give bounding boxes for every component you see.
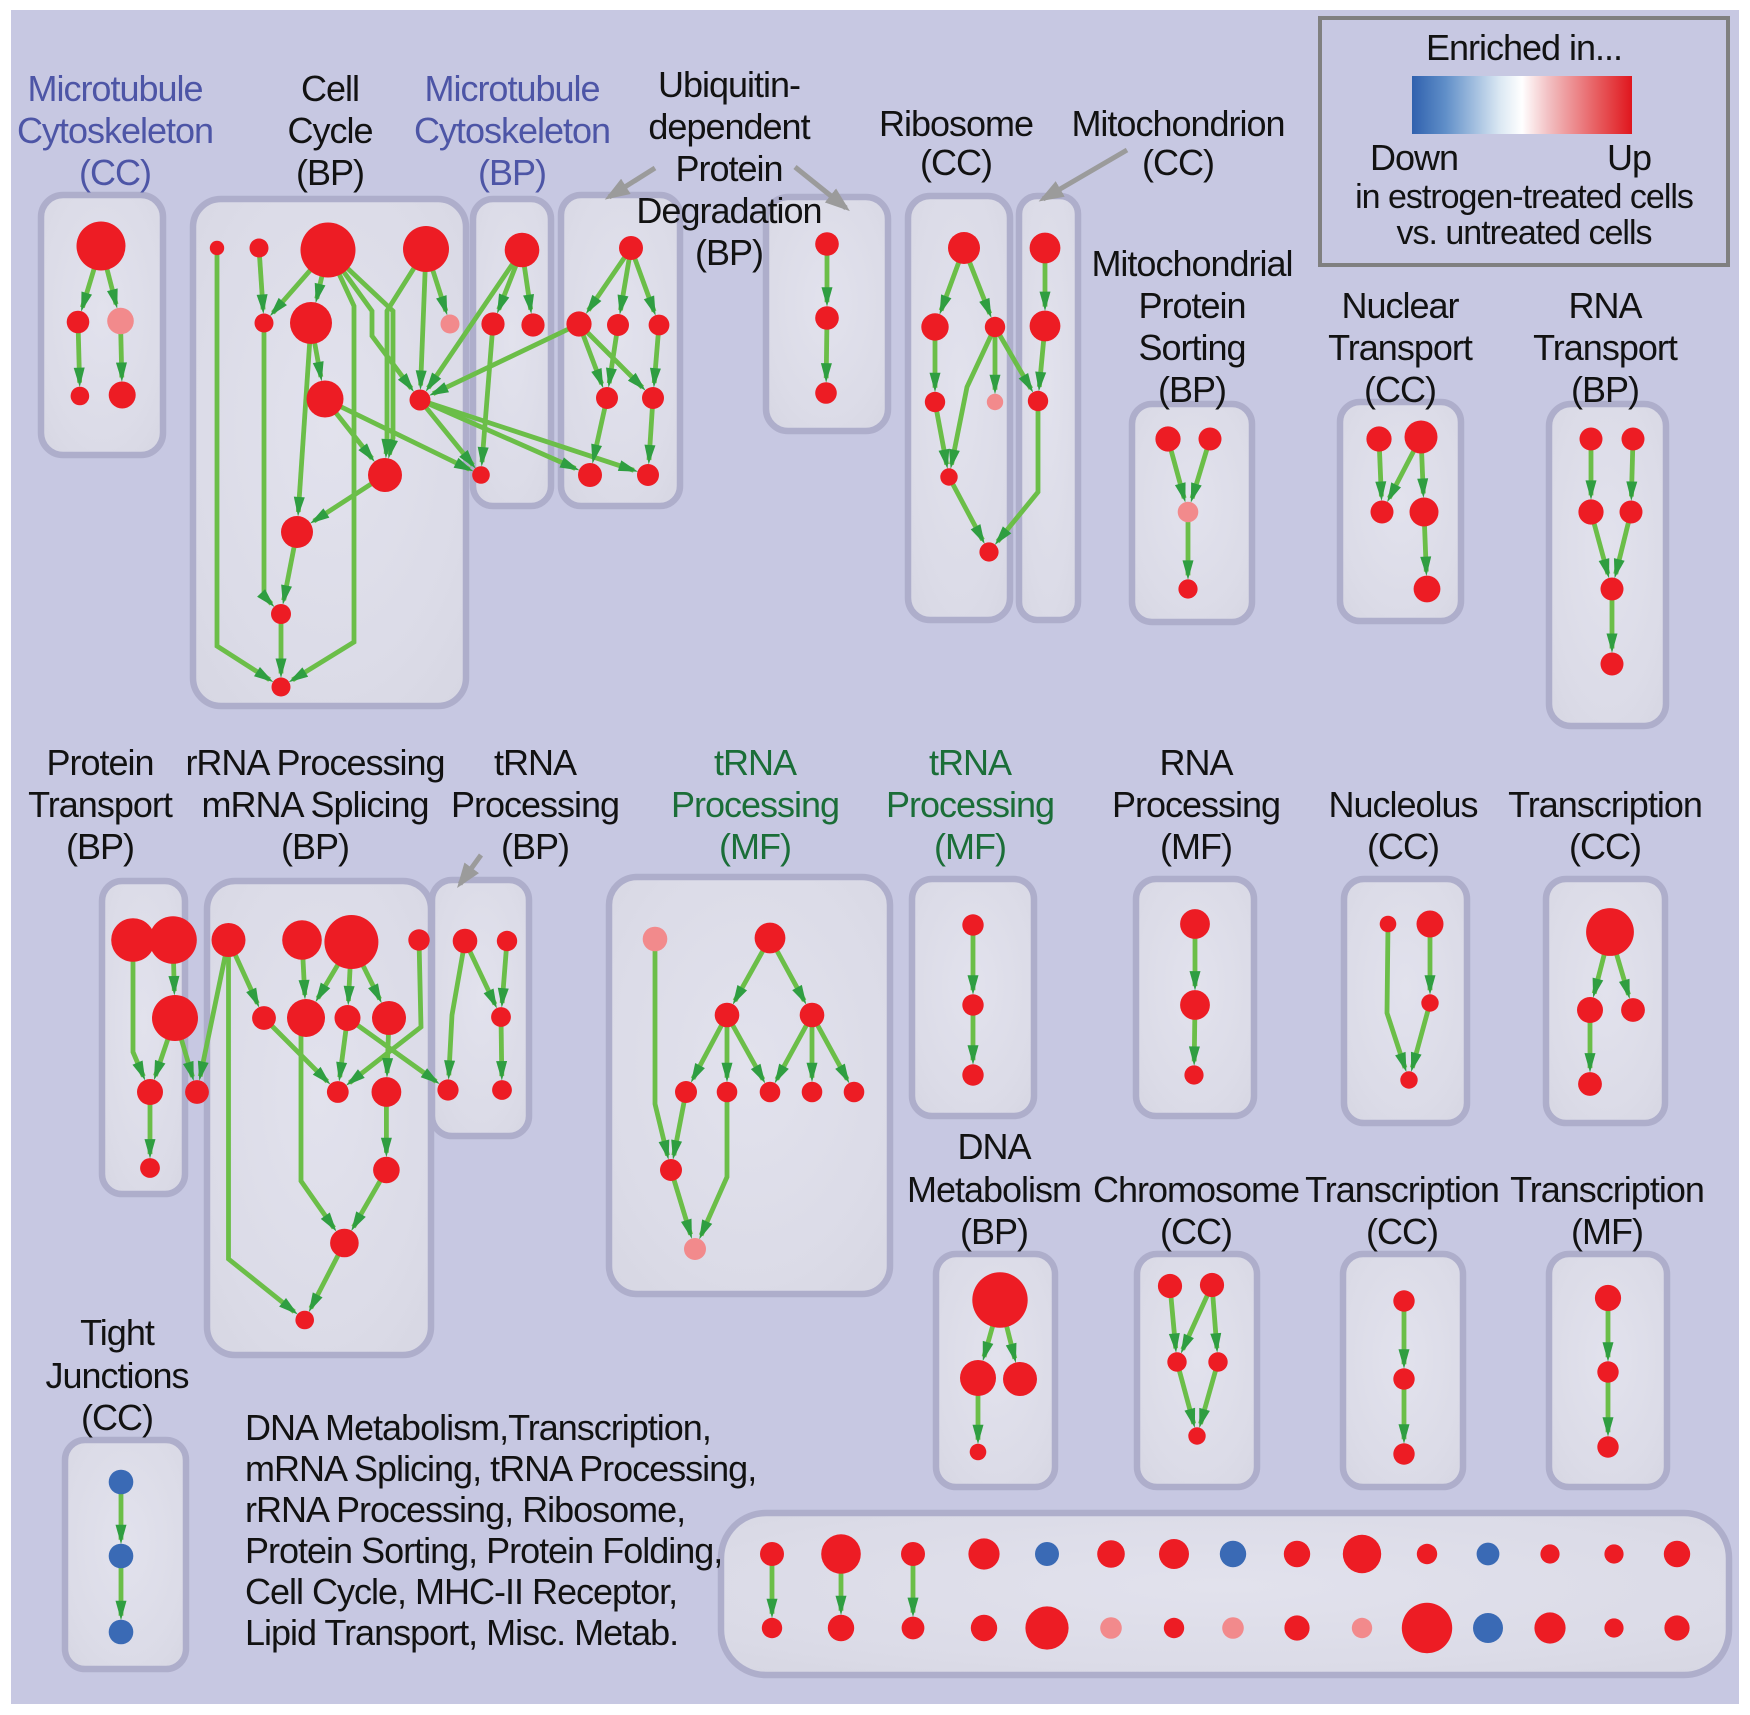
- svg-text:Cycle: Cycle: [287, 110, 372, 151]
- svg-text:(CC): (CC): [1367, 826, 1439, 867]
- svg-text:Degradation: Degradation: [636, 190, 821, 231]
- svg-text:Chromosome: Chromosome: [1093, 1169, 1299, 1210]
- svg-text:in estrogen-treated cells: in estrogen-treated cells: [1355, 178, 1693, 216]
- svg-text:(BP): (BP): [281, 826, 349, 867]
- svg-text:(CC): (CC): [79, 152, 151, 193]
- svg-text:(MF): (MF): [1160, 826, 1232, 867]
- svg-text:(BP): (BP): [66, 826, 134, 867]
- svg-text:Microtubule: Microtubule: [424, 68, 599, 109]
- svg-text:(BP): (BP): [478, 152, 546, 193]
- svg-text:rRNA Processing: rRNA Processing: [185, 742, 444, 783]
- svg-text:Transport: Transport: [1533, 327, 1678, 368]
- svg-text:tRNA: tRNA: [714, 742, 797, 783]
- svg-text:Up: Up: [1607, 137, 1651, 178]
- svg-text:(BP): (BP): [695, 232, 763, 273]
- svg-text:mRNA Splicing: mRNA Splicing: [201, 784, 428, 825]
- svg-text:Transcription: Transcription: [1510, 1169, 1704, 1210]
- svg-text:Transcription: Transcription: [1305, 1169, 1499, 1210]
- svg-text:Transport: Transport: [1328, 327, 1473, 368]
- svg-text:dependent: dependent: [648, 106, 810, 147]
- svg-text:Cell: Cell: [301, 68, 359, 109]
- svg-text:(CC): (CC): [1569, 826, 1641, 867]
- svg-text:tRNA: tRNA: [494, 742, 577, 783]
- svg-text:Processing: Processing: [1112, 784, 1280, 825]
- svg-text:Tight: Tight: [80, 1312, 155, 1353]
- svg-text:(BP): (BP): [1158, 369, 1226, 410]
- svg-text:Protein Sorting, Protein Foldi: Protein Sorting, Protein Folding,: [245, 1530, 722, 1571]
- svg-text:(CC): (CC): [1160, 1211, 1232, 1252]
- svg-text:Microtubule: Microtubule: [27, 68, 202, 109]
- svg-text:Enriched in...: Enriched in...: [1426, 27, 1622, 68]
- svg-text:Nucleolus: Nucleolus: [1328, 784, 1477, 825]
- svg-text:Protein: Protein: [46, 742, 153, 783]
- svg-text:Lipid Transport, Misc. Metab.: Lipid Transport, Misc. Metab.: [245, 1612, 678, 1653]
- svg-text:Cytoskeleton: Cytoskeleton: [414, 110, 610, 151]
- svg-text:(BP): (BP): [1571, 369, 1639, 410]
- svg-text:Mitochondrion: Mitochondrion: [1071, 103, 1284, 144]
- svg-text:Processing: Processing: [886, 784, 1054, 825]
- svg-text:vs. untreated cells: vs. untreated cells: [1396, 214, 1651, 252]
- svg-text:Cytoskeleton: Cytoskeleton: [17, 110, 213, 151]
- svg-text:(MF): (MF): [719, 826, 791, 867]
- svg-text:(CC): (CC): [81, 1397, 153, 1438]
- svg-text:Transcription: Transcription: [1508, 784, 1702, 825]
- svg-text:mRNA Splicing, tRNA Processing: mRNA Splicing, tRNA Processing,: [245, 1448, 756, 1489]
- svg-text:(BP): (BP): [296, 152, 364, 193]
- svg-text:Mitochondrial: Mitochondrial: [1091, 243, 1292, 284]
- svg-text:Sorting: Sorting: [1138, 327, 1245, 368]
- svg-text:tRNA: tRNA: [929, 742, 1012, 783]
- svg-text:Ribosome: Ribosome: [879, 103, 1033, 144]
- svg-text:Protein: Protein: [675, 148, 782, 189]
- svg-text:(MF): (MF): [1571, 1211, 1643, 1252]
- svg-text:Cell Cycle, MHC-II Receptor,: Cell Cycle, MHC-II Receptor,: [245, 1571, 677, 1612]
- svg-text:Ubiquitin-: Ubiquitin-: [658, 64, 800, 105]
- svg-text:(CC): (CC): [1366, 1211, 1438, 1252]
- svg-text:RNA: RNA: [1568, 285, 1642, 326]
- svg-text:Processing: Processing: [671, 784, 839, 825]
- svg-text:(CC): (CC): [1142, 142, 1214, 183]
- svg-text:RNA: RNA: [1159, 742, 1233, 783]
- svg-text:DNA: DNA: [957, 1126, 1031, 1167]
- svg-text:Nuclear: Nuclear: [1341, 285, 1459, 326]
- svg-text:(BP): (BP): [960, 1211, 1028, 1252]
- svg-text:(CC): (CC): [1364, 369, 1436, 410]
- svg-text:Down: Down: [1370, 137, 1458, 178]
- svg-text:Transport: Transport: [28, 784, 173, 825]
- svg-text:(BP): (BP): [501, 826, 569, 867]
- svg-text:Processing: Processing: [451, 784, 619, 825]
- svg-text:Protein: Protein: [1138, 285, 1245, 326]
- svg-text:(CC): (CC): [920, 142, 992, 183]
- svg-text:(MF): (MF): [934, 826, 1006, 867]
- svg-text:rRNA Processing, Ribosome,: rRNA Processing, Ribosome,: [245, 1489, 685, 1530]
- svg-text:Junctions: Junctions: [45, 1355, 188, 1396]
- svg-text:Metabolism: Metabolism: [907, 1169, 1081, 1210]
- svg-text:DNA Metabolism,Transcription,: DNA Metabolism,Transcription,: [245, 1407, 711, 1448]
